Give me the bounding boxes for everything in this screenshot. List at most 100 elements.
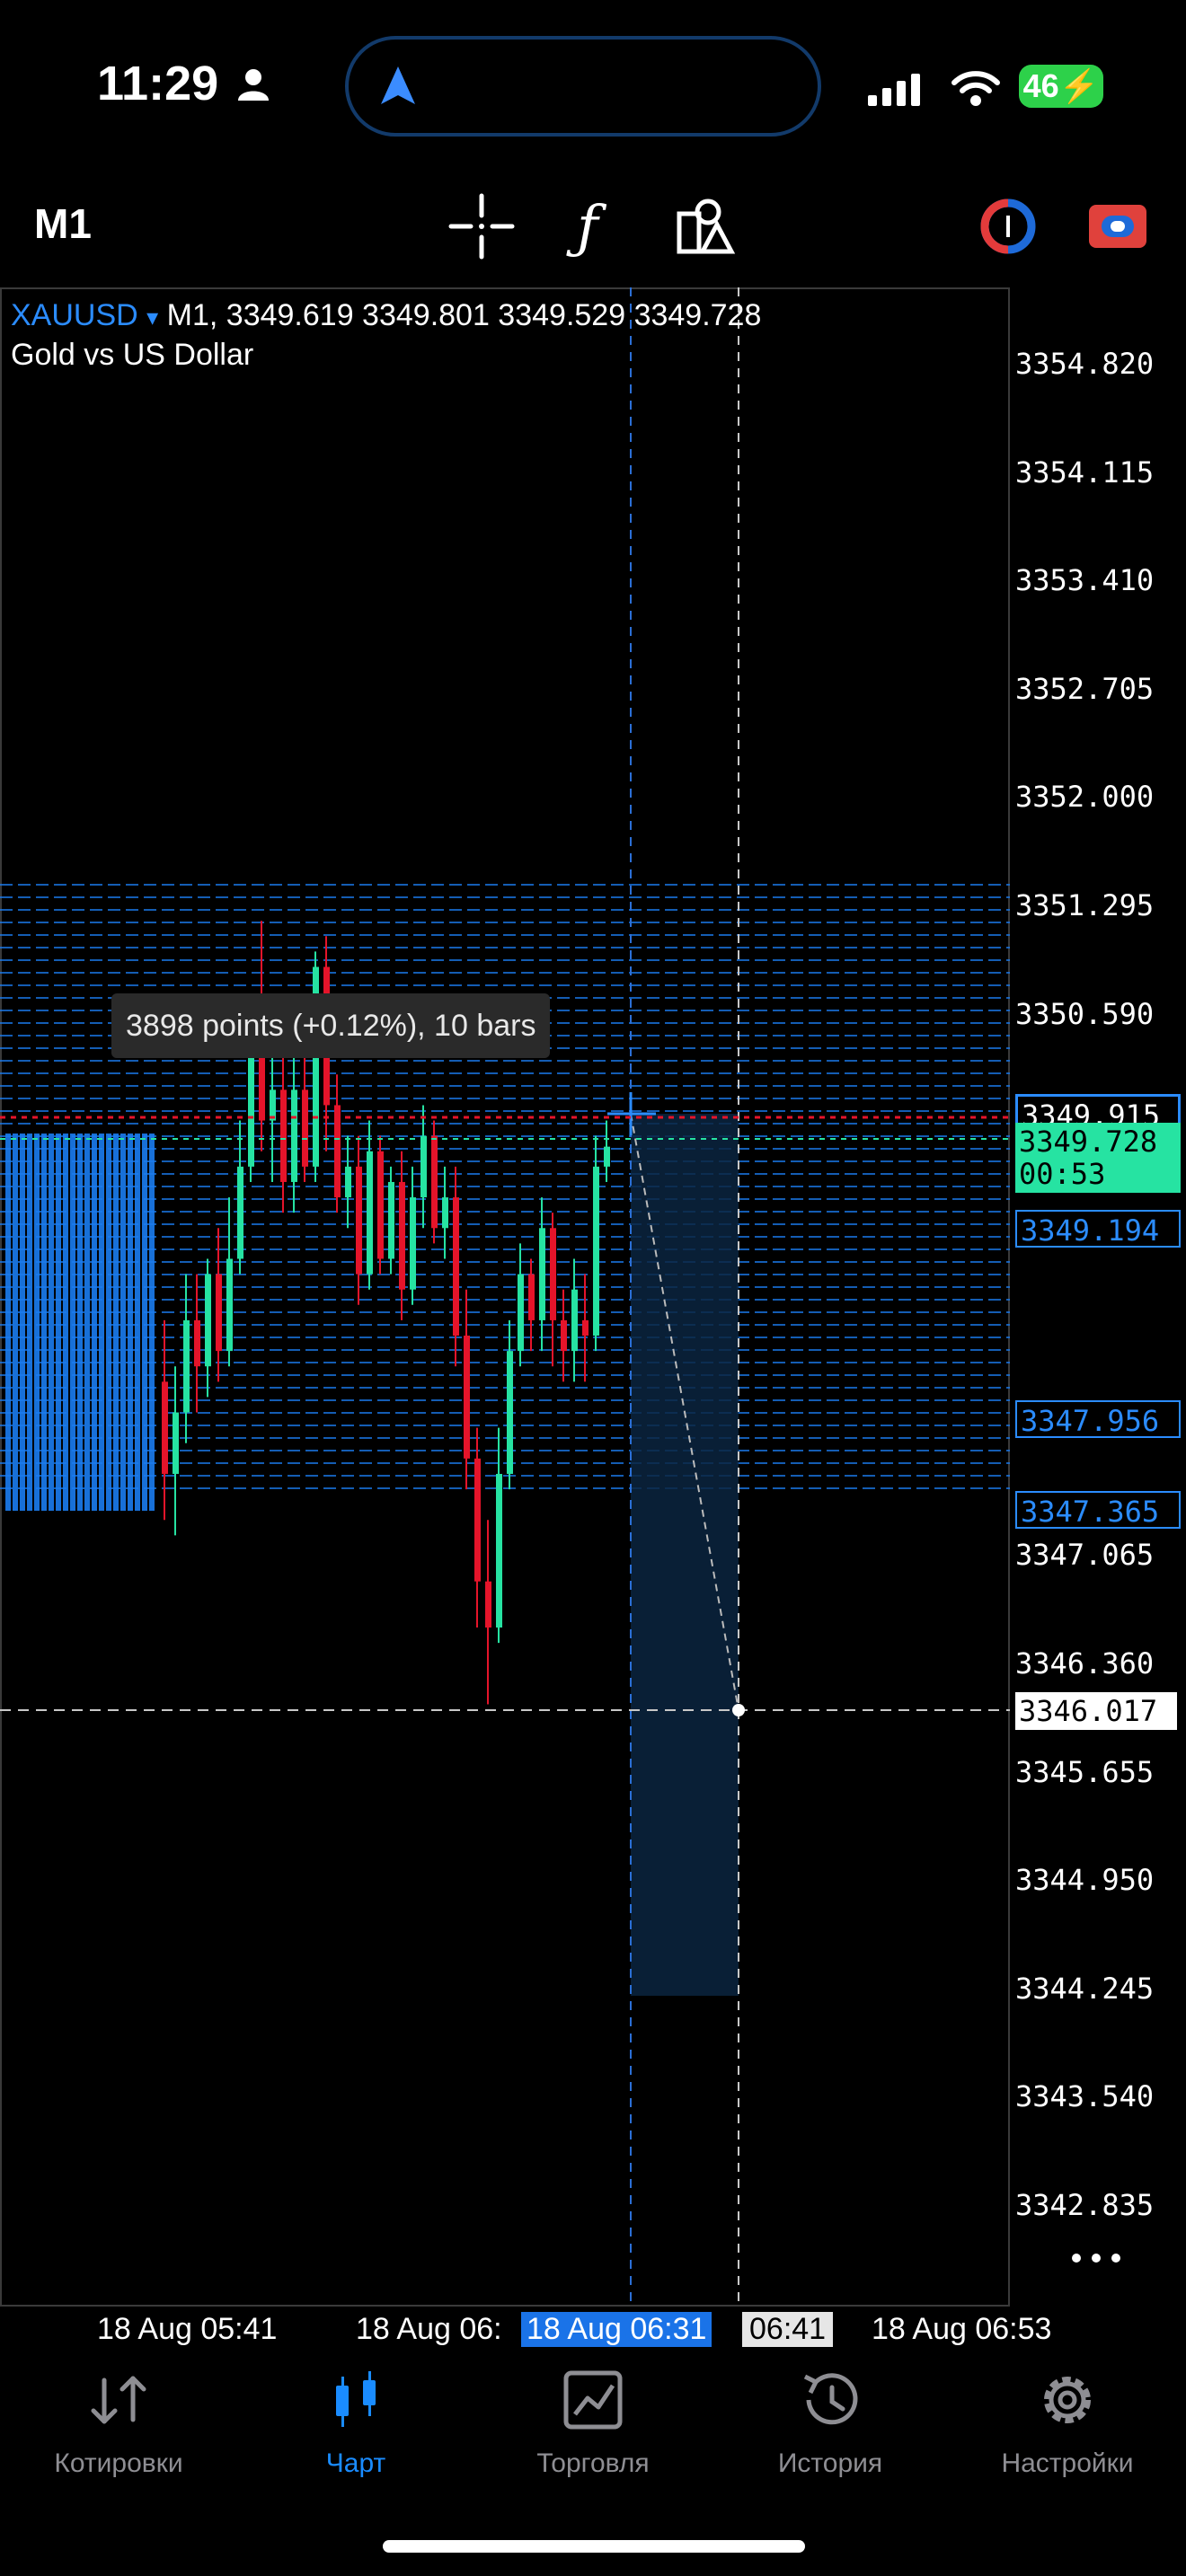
- history-bar: [84, 1134, 90, 1511]
- history-bar: [142, 1134, 147, 1511]
- history-bar: [56, 1134, 61, 1511]
- objects-icon[interactable]: [668, 190, 740, 262]
- measure-line: [630, 1113, 739, 1711]
- indicator-f-icon[interactable]: ƒ: [557, 190, 629, 262]
- candle-body: [183, 1319, 190, 1413]
- time-label: 18 Aug 06:53: [872, 2312, 1052, 2346]
- candle-body: [226, 1258, 233, 1352]
- candle-body: [431, 1135, 438, 1229]
- candle-body: [205, 1274, 211, 1367]
- candle-body: [420, 1135, 427, 1198]
- time-label: 18 Aug 06:: [356, 2312, 502, 2346]
- crosshair-icon[interactable]: [446, 190, 518, 262]
- price-axis-label: 3343.540: [1015, 2079, 1155, 2114]
- candle-body: [302, 1090, 308, 1167]
- time-cursor-end: 06:41: [742, 2312, 834, 2347]
- candle-body: [237, 1166, 243, 1259]
- candle-body: [474, 1458, 481, 1582]
- history-bar: [20, 1134, 25, 1511]
- history-bar: [92, 1134, 97, 1511]
- candle-body: [485, 1581, 491, 1628]
- quotes-arrows-icon: [91, 2376, 146, 2424]
- candle-body: [259, 1044, 265, 1121]
- history-bar: [49, 1134, 54, 1511]
- candle-body: [442, 1197, 448, 1229]
- wifi-icon: [951, 71, 1000, 106]
- order-level-tag-stack: [1015, 947, 1181, 974]
- home-indicator: [383, 2540, 805, 2553]
- candle-body: [453, 1197, 459, 1337]
- price-axis-label: 3344.950: [1015, 1863, 1155, 1898]
- ohlc-values: M1, 3349.619 3349.801 3349.529 3349.728: [166, 298, 762, 332]
- price-axis[interactable]: 3354.820 3354.115 3353.410 3352.705 3352.000…: [1015, 287, 1186, 2307]
- price-axis-label: 3354.820: [1015, 347, 1155, 381]
- candle-body: [561, 1319, 567, 1352]
- sync-icon[interactable]: [1082, 190, 1154, 262]
- history-bar: [34, 1134, 40, 1511]
- candle-body: [539, 1228, 545, 1320]
- candle-body: [582, 1319, 589, 1337]
- history-bar: [77, 1134, 83, 1511]
- person-icon: [238, 69, 269, 101]
- candle-body: [356, 1166, 362, 1275]
- svg-text:ƒ: ƒ: [566, 194, 607, 260]
- price-axis-label: 3353.410: [1015, 563, 1155, 598]
- measure-region: [631, 1114, 739, 1996]
- price-axis-label: 3347.065: [1015, 1538, 1155, 1573]
- candle-body: [377, 1151, 384, 1259]
- measure-tooltip: 3898 points (+0.12%), 10 bars: [111, 993, 551, 1058]
- candle-body: [464, 1336, 470, 1459]
- history-volume-cluster: [5, 1134, 155, 1511]
- time-label: 18 Aug 05:41: [97, 2312, 278, 2346]
- price-axis-label: 3351.295: [1015, 887, 1155, 922]
- price-axis-label: 3352.000: [1015, 780, 1155, 815]
- dynamic-island: [345, 36, 821, 137]
- order-level-tag: 3347.956: [1015, 1400, 1181, 1439]
- history-bar: [99, 1134, 104, 1511]
- order-level-tag: 3347.365: [1015, 1491, 1181, 1530]
- candle-body: [248, 1044, 254, 1167]
- time-axis: 18 Aug 05:41 18 Aug 06: 18 Aug 06:31 06:…: [0, 2307, 1186, 2357]
- cellular-signal-icon: [868, 74, 920, 106]
- candle-body: [291, 1090, 297, 1182]
- one-click-trading-icon[interactable]: [972, 190, 1044, 262]
- price-axis-label: 3344.245: [1015, 1971, 1155, 2006]
- symbol-dropdown-icon[interactable]: ▾: [146, 304, 159, 331]
- candle-body: [162, 1381, 168, 1474]
- history-bar: [135, 1134, 140, 1511]
- candle-body: [604, 1146, 610, 1167]
- candle-body: [194, 1319, 200, 1367]
- more-options-icon[interactable]: [1069, 2249, 1123, 2267]
- price-axis-label: 3354.115: [1015, 454, 1155, 490]
- symbol-name[interactable]: XAUUSD: [11, 298, 138, 332]
- chart-symbol-header[interactable]: XAUUSD ▾ M1, 3349.619 3349.801 3349.529 …: [11, 298, 761, 333]
- history-bar: [13, 1134, 18, 1511]
- candle-body: [571, 1289, 578, 1352]
- cursor-price-tag: 3346.017: [1015, 1692, 1177, 1730]
- candle-body: [216, 1274, 222, 1352]
- history-bar: [27, 1134, 32, 1511]
- candle-body: [173, 1412, 179, 1474]
- history-bar: [70, 1134, 75, 1511]
- battery-indicator: 46 ⚡: [1019, 65, 1103, 108]
- order-level-tag-stack: [1015, 1038, 1181, 1065]
- history-bar: [106, 1134, 111, 1511]
- candle-body: [280, 1090, 287, 1182]
- history-bar: [113, 1134, 119, 1511]
- history-bar: [5, 1134, 11, 1511]
- chart-canvas[interactable]: [0, 287, 1010, 2307]
- time-cursor-start: 18 Aug 06:31: [521, 2312, 712, 2347]
- symbol-description: Gold vs US Dollar: [11, 338, 254, 372]
- status-time: 11:29: [97, 57, 219, 110]
- order-level-tag-stack: [1015, 1069, 1181, 1096]
- settings-gear-icon: [1044, 2377, 1091, 2423]
- price-axis-label: 3350.590: [1015, 996, 1155, 1031]
- candle-body: [367, 1151, 373, 1275]
- timeframe-button[interactable]: M1: [34, 200, 92, 247]
- candle-body: [345, 1166, 351, 1198]
- candle-body: [313, 966, 319, 1167]
- measure-end-point: [732, 1704, 745, 1716]
- candle-body: [334, 1105, 341, 1198]
- chart-area[interactable]: [0, 287, 1010, 2307]
- candle-body: [410, 1197, 416, 1290]
